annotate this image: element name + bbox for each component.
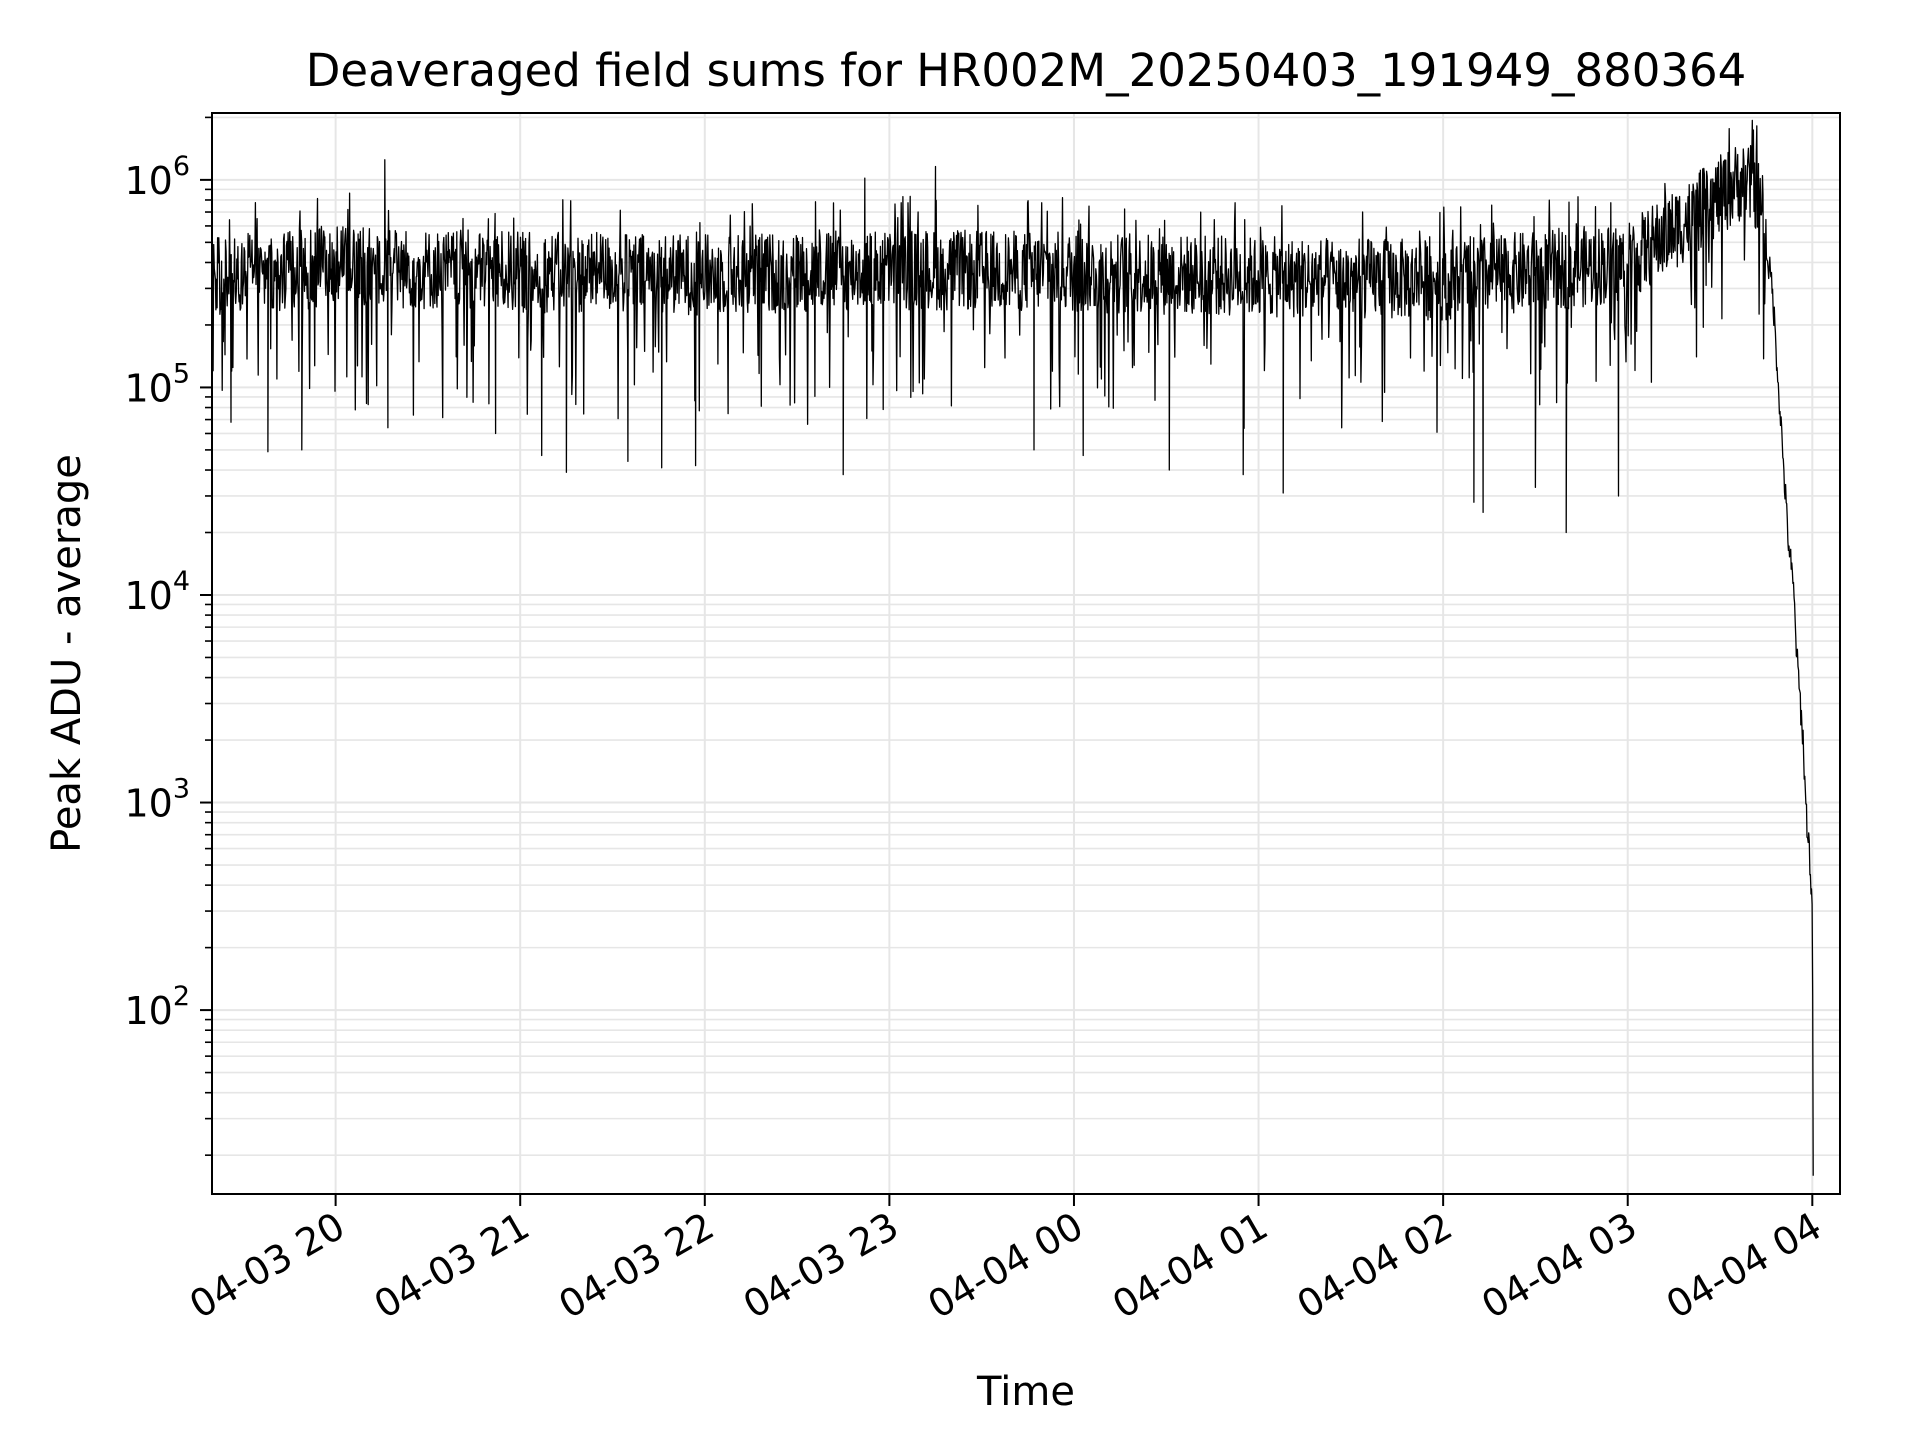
y-tick-label: 105 xyxy=(124,358,190,410)
y-tick-label: 106 xyxy=(124,151,190,203)
y-axis: 102 103 104 105 106 xyxy=(124,116,212,1156)
x-axis-label: Time xyxy=(976,1369,1075,1415)
plot-frame xyxy=(211,112,1841,1195)
y-tick-label: 102 xyxy=(124,981,190,1033)
series-line xyxy=(211,119,1814,1176)
y-tick-label: 103 xyxy=(124,774,190,826)
chart-title: Deaveraged field sums for HR002M_2025040… xyxy=(306,44,1746,97)
y-tick-label: 104 xyxy=(124,566,190,618)
data-line xyxy=(211,119,1814,1176)
y-axis-label: Peak ADU - average xyxy=(44,454,90,853)
